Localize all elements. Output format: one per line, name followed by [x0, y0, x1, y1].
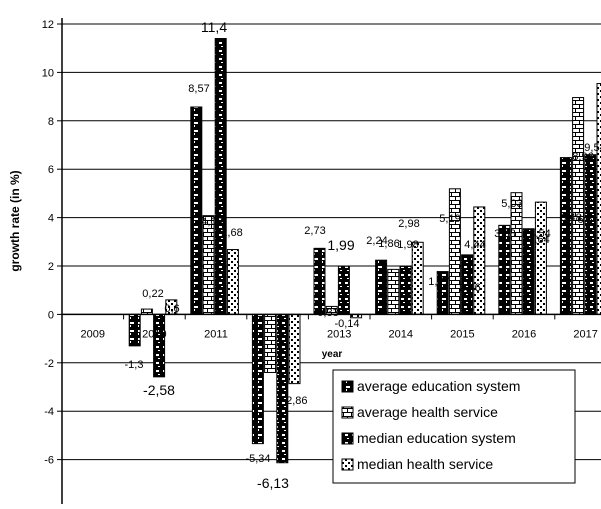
bar [276, 313, 289, 464]
data-label: 2,24 [366, 235, 387, 247]
y-tick-label: -4 [44, 406, 54, 418]
bar [214, 38, 227, 315]
bar [202, 215, 215, 315]
data-label: -2,86 [282, 395, 307, 407]
data-label: 2,98 [398, 218, 419, 230]
x-tick-label: 2017 [573, 328, 597, 340]
bar [140, 308, 153, 315]
x-tick-label: 2014 [389, 328, 413, 340]
data-label: -6,13 [257, 475, 289, 491]
x-tick-label: 2009 [81, 328, 105, 340]
gridlines [62, 23, 601, 509]
y-tick-label: -6 [44, 455, 54, 467]
y-axis-title: growth rate (in %) [8, 170, 22, 271]
bar [387, 268, 400, 315]
bar [226, 249, 239, 315]
y-tick-label: 6 [48, 164, 54, 176]
y-tick-label: 2 [48, 261, 54, 273]
y-tick-label: 12 [42, 19, 54, 31]
x-axis-title: year [322, 349, 343, 360]
data-label: 1,77 [428, 276, 449, 288]
data-label: 0,33 [317, 307, 338, 319]
bar [572, 97, 585, 315]
data-label: 4,44 [464, 239, 485, 251]
data-label: 11,4 [201, 19, 227, 35]
data-label: 3,54 [529, 228, 550, 240]
y-tick-label: 10 [42, 67, 54, 79]
data-label: 6,6 [577, 214, 592, 226]
bars [128, 38, 601, 464]
bar [128, 313, 141, 347]
data-label: 2,46 [459, 282, 480, 294]
bar [534, 201, 547, 315]
bar [584, 154, 597, 315]
data-label: -2,58 [143, 382, 175, 398]
axes [57, 18, 601, 509]
data-label: 1,98 [397, 239, 418, 251]
data-label: 6,48 [560, 212, 581, 224]
bar [411, 241, 424, 315]
y-tick-label: 8 [48, 116, 54, 128]
data-label: -0,14 [334, 318, 359, 330]
bar [399, 265, 412, 315]
legend: average education system average health s… [332, 369, 576, 484]
bar [510, 192, 523, 315]
legend-label: median education system [357, 430, 516, 446]
y-tick-label: 0 [48, 309, 54, 321]
y-tick-label: 4 [48, 213, 54, 225]
x-tick-label: 2010 [142, 328, 166, 340]
x-tick-label: 2013 [327, 328, 351, 340]
bar [375, 259, 388, 315]
data-label: 0,6 [164, 303, 179, 315]
bar [473, 206, 486, 315]
legend-box [332, 369, 576, 484]
bar [153, 313, 166, 378]
data-label: 8,57 [188, 83, 209, 95]
data-label: 4,08 [201, 216, 222, 228]
data-label: 8,96 [572, 151, 593, 163]
data-label: 1,99 [327, 237, 354, 253]
x-tick-label: 2011 [204, 328, 228, 340]
legend-swatch [341, 432, 354, 445]
data-label: 9,54 [584, 142, 601, 154]
bar [448, 188, 461, 315]
data-label: 2,73 [304, 225, 325, 237]
legend-label: average education system [357, 378, 520, 394]
bar [251, 313, 264, 445]
data-label: 4,64 [528, 234, 549, 246]
bar [264, 313, 277, 373]
data-label: -1,3 [125, 359, 144, 371]
data-label: 5,03 [501, 198, 522, 210]
legend-swatch [341, 406, 354, 419]
legend-swatch [341, 458, 354, 471]
y-tick-label: -2 [44, 358, 54, 370]
legend-label: median health service [357, 456, 493, 472]
x-tick-label: 2016 [512, 328, 536, 340]
data-label: 5,19 [439, 213, 460, 225]
data-label: 0,22 [142, 288, 163, 300]
bar [337, 265, 350, 315]
data-label: 1,86 [378, 238, 399, 250]
x-tick-label: 2015 [450, 328, 474, 340]
legend-label: average health service [357, 404, 498, 420]
legend-swatch [341, 380, 354, 393]
bar [190, 106, 203, 315]
data-label: 3,68 [494, 228, 515, 240]
bar [559, 157, 572, 315]
bar [313, 247, 326, 315]
bar [596, 83, 601, 315]
tick-labels: -8-6-4-202468101220092010201120132014201… [42, 19, 598, 509]
data-label: 2,68 [221, 227, 242, 239]
data-label: -5,34 [245, 453, 270, 465]
data-labels: -1,3 8,57 -5,34 2,73 2,24 1,77 3,68 6,48 0,22 4,0… [125, 19, 601, 491]
bar [288, 313, 301, 385]
